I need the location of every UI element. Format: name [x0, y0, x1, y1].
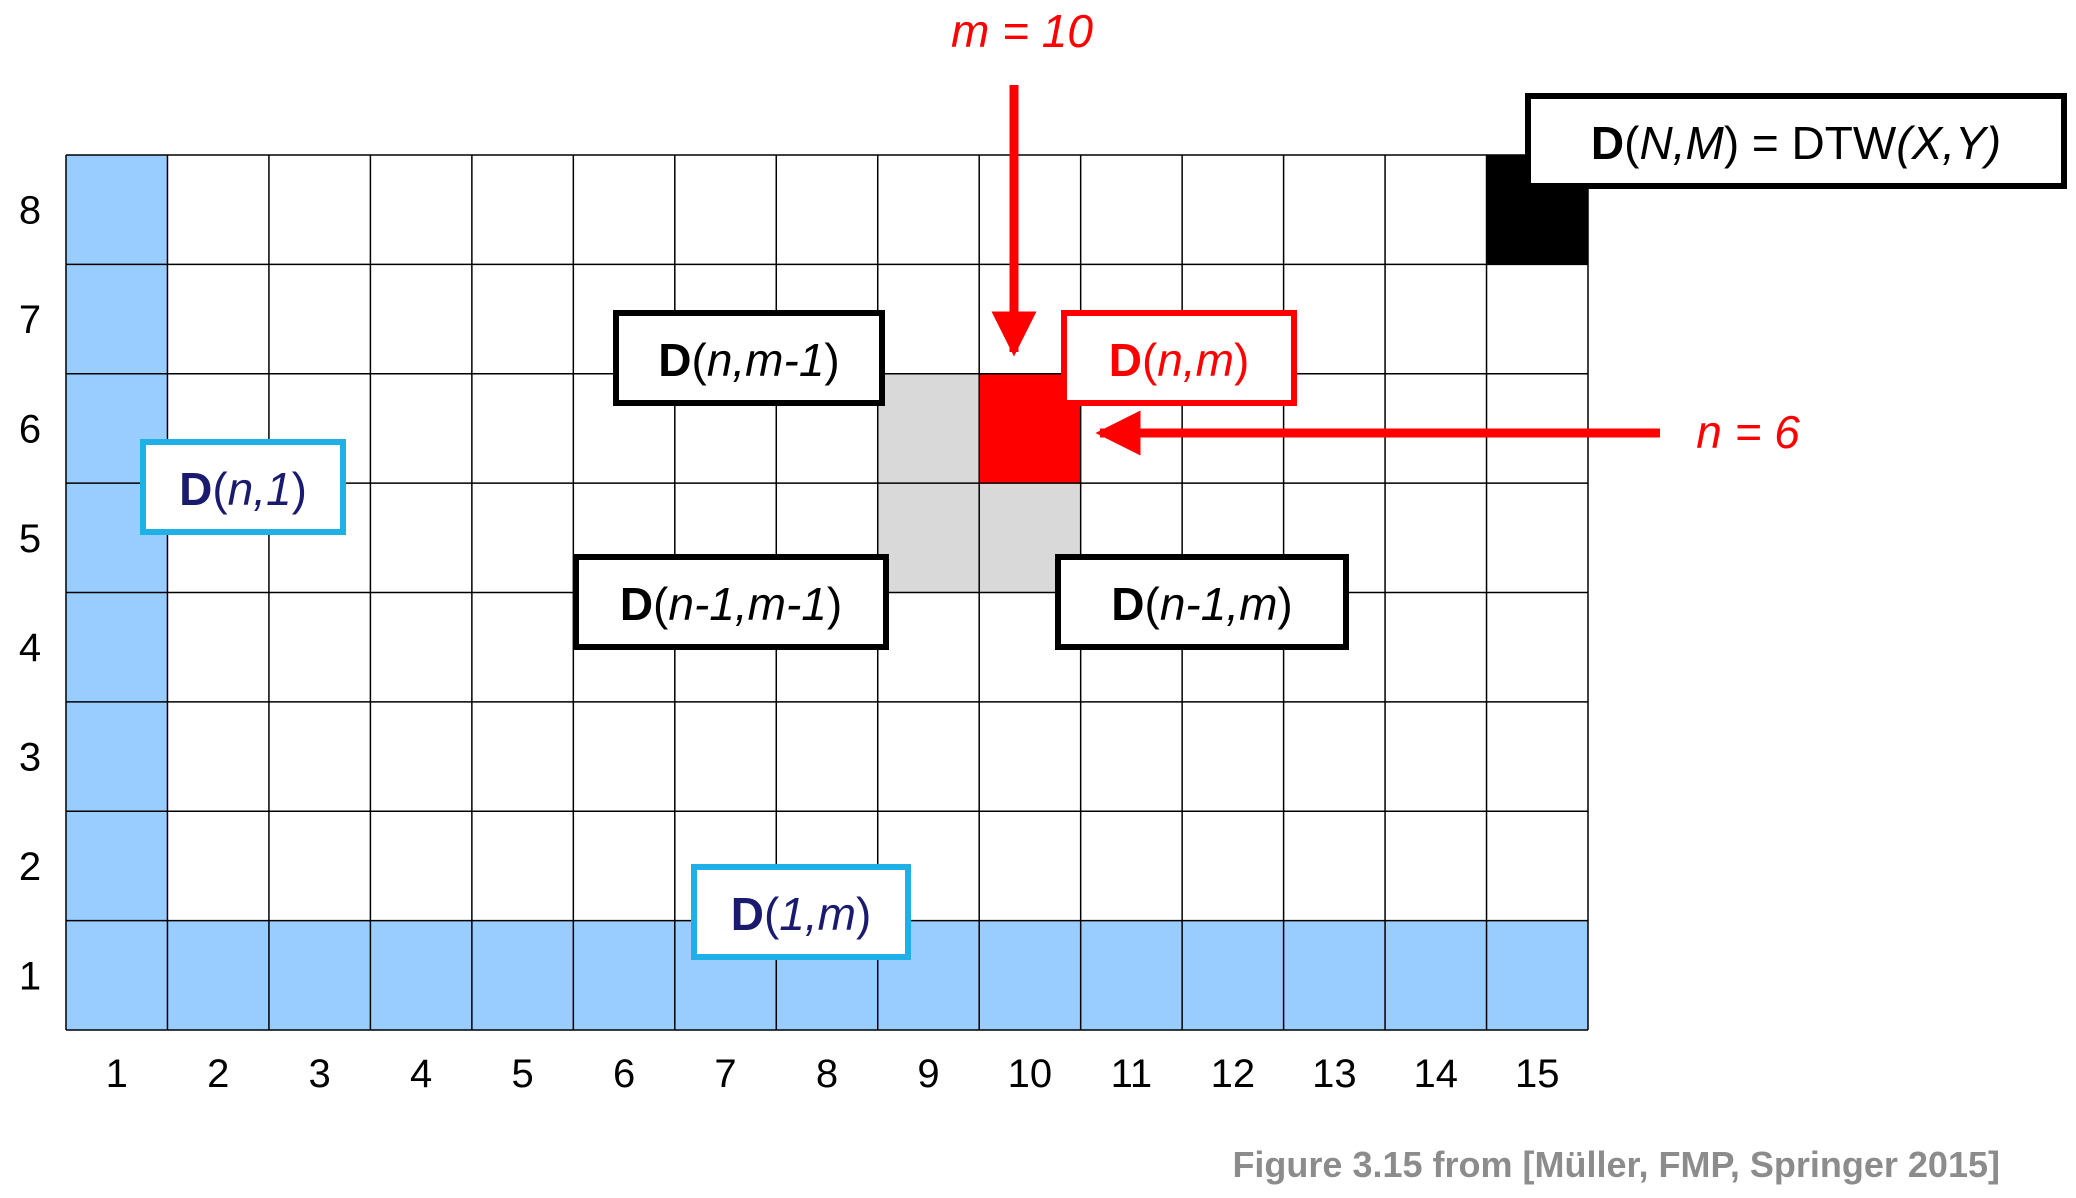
y-tick-label: 6 [19, 407, 41, 451]
label-left-neighbor: D(n,m-1) [613, 310, 885, 406]
cell-boundary-1-7 [66, 264, 168, 374]
x-tick-label: 6 [613, 1052, 635, 1096]
x-tick-label: 1 [106, 1052, 128, 1096]
y-tick-label: 5 [19, 517, 41, 561]
cell-boundary-3-1 [268, 920, 371, 1030]
cell-boundary-2-1 [167, 920, 269, 1030]
x-tick-label: 11 [1111, 1052, 1153, 1096]
svg-text:D(n-1,m-1): D(n-1,m-1) [620, 578, 842, 630]
n-label: n = 6 [1696, 406, 1800, 458]
x-tick-label: 10 [1008, 1052, 1053, 1096]
cell-boundary-5-1 [471, 920, 574, 1030]
cell-boundary-13-1 [1283, 920, 1386, 1030]
cell-neighbor-9-5 [877, 483, 980, 593]
cell-boundary-6-1 [573, 920, 675, 1030]
x-tick-label: 12 [1211, 1052, 1256, 1096]
cell-boundary-1-3 [66, 701, 168, 812]
x-tick-label: 4 [410, 1052, 432, 1096]
label-down-neighbor: D(n-1,m) [1055, 554, 1349, 650]
x-tick-label: 8 [816, 1052, 838, 1096]
svg-text:D(1,m): D(1,m) [731, 888, 872, 940]
y-tick-label: 4 [19, 626, 41, 670]
x-tick-label: 3 [309, 1052, 331, 1096]
cell-boundary-10-1 [979, 920, 1081, 1030]
svg-text:D(n,1): D(n,1) [179, 463, 307, 515]
y-tick-label: 7 [19, 298, 41, 342]
label-final: D(N,M) = DTW(X,Y) [1525, 93, 2067, 189]
figure-credit: Figure 3.15 from [Müller, FMP, Springer … [1232, 1144, 2000, 1185]
cell-boundary-15-1 [1486, 920, 1588, 1030]
m-label: m = 10 [951, 5, 1093, 57]
cell-boundary-12-1 [1182, 920, 1284, 1030]
x-tick-label: 9 [917, 1052, 939, 1096]
label-diag-neighbor: D(n-1,m-1) [573, 554, 889, 650]
x-tick-label: 13 [1312, 1052, 1357, 1096]
x-tick-label: 5 [511, 1052, 533, 1096]
svg-text:D(n,m): D(n,m) [1109, 334, 1250, 386]
y-axis-ticks: 1 2 3 4 5 6 7 8 [19, 189, 41, 999]
label-boundary-row: D(1,m) [691, 864, 911, 960]
svg-text:D(N,M) = DTW(X,Y): D(N,M) = DTW(X,Y) [1591, 117, 2001, 169]
x-tick-label: 14 [1414, 1052, 1459, 1096]
y-tick-label: 3 [19, 736, 41, 780]
label-boundary-column: D(n,1) [140, 439, 346, 535]
y-tick-label: 8 [19, 189, 41, 233]
x-tick-label: 15 [1515, 1052, 1560, 1096]
y-tick-label: 1 [19, 954, 41, 998]
svg-text:D(n,m-1): D(n,m-1) [658, 334, 839, 386]
x-axis-ticks: 1 2 3 4 5 6 7 8 9 10 11 12 13 14 15 [106, 1052, 1560, 1096]
cell-boundary-14-1 [1385, 920, 1487, 1030]
y-tick-label: 2 [19, 845, 41, 889]
cell-boundary-1-1 [66, 920, 168, 1030]
svg-text:D(n-1,m): D(n-1,m) [1111, 578, 1292, 630]
cell-boundary-4-1 [370, 920, 472, 1030]
x-tick-label: 7 [714, 1052, 736, 1096]
x-tick-label: 2 [207, 1052, 229, 1096]
cell-boundary-1-2 [66, 811, 168, 921]
cell-neighbor-9-6 [877, 373, 980, 484]
label-current: D(n,m) [1061, 310, 1297, 406]
cell-boundary-1-4 [66, 592, 168, 702]
cell-boundary-1-8 [66, 155, 168, 265]
cell-boundary-11-1 [1080, 920, 1183, 1030]
